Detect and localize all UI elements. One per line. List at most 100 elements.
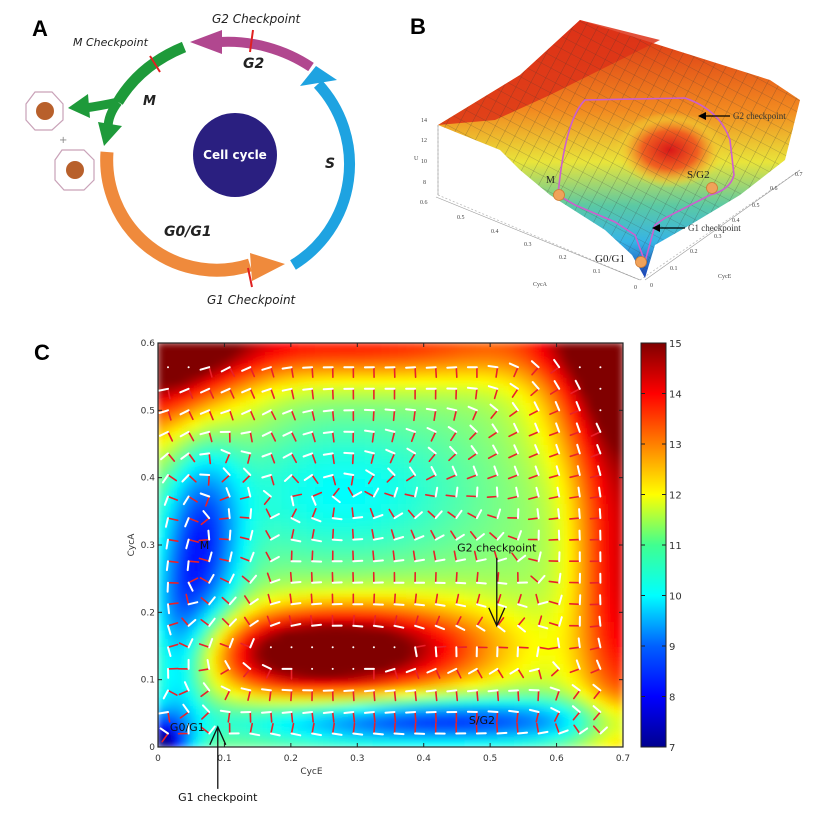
flux-arrow <box>374 560 383 561</box>
state-label: S/G2 <box>469 714 495 727</box>
flux-arrow <box>303 712 312 713</box>
flux-arrow <box>374 734 383 735</box>
cyce-tick: 0.6 <box>770 186 778 192</box>
flux-arrow <box>333 540 342 541</box>
gradient-arrow <box>498 690 499 700</box>
flux-arrow <box>406 409 415 410</box>
gradient-arrow <box>373 551 374 561</box>
y-tick-label: 0.5 <box>141 406 155 416</box>
flux-arrow <box>167 561 168 570</box>
flux-arrow <box>498 583 507 584</box>
flux-arrow <box>262 689 271 690</box>
plus-sign: + <box>59 135 67 146</box>
gradient-arrow <box>498 573 499 583</box>
g2-arrowhead <box>190 30 222 54</box>
flux-arrow <box>415 604 424 605</box>
daughter-cell-2 <box>55 150 94 190</box>
z-tick: 14 <box>421 118 427 124</box>
colorbar-tick-label: 11 <box>669 541 682 552</box>
flux-arrow <box>498 733 507 734</box>
gradient-arrow <box>517 724 518 734</box>
gradient-arrow <box>497 712 498 722</box>
gradient-arrow <box>395 594 396 604</box>
g2-checkpoint-annotation: G2 checkpoint <box>733 111 786 121</box>
flux-arrow <box>200 475 209 476</box>
y-tick-label: 0.3 <box>141 541 155 551</box>
flux-arrow <box>579 638 580 647</box>
gradient-arrow <box>220 539 230 540</box>
state-label-sg2: S/G2 <box>687 169 710 181</box>
gradient-arrow <box>374 690 375 700</box>
x-tick-label: 0.1 <box>217 754 231 764</box>
colorbar-tick-label: 7 <box>669 743 675 754</box>
gradient-arrow <box>353 530 354 540</box>
gradient-arrow <box>333 410 334 420</box>
flux-arrow <box>447 690 456 691</box>
flux-arrow <box>558 638 559 647</box>
gradient-arrow <box>415 690 416 700</box>
flux-arrow <box>353 626 362 627</box>
colorbar-tick-label: 8 <box>669 693 675 704</box>
flux-arrow <box>600 617 601 626</box>
x-tick-label: 0.6 <box>549 754 564 764</box>
g2-arc <box>220 42 311 67</box>
daughter-cell-1 <box>26 92 63 130</box>
gradient-arrow <box>209 453 210 463</box>
gradient-arrow <box>436 690 437 700</box>
gradient-arrow <box>168 561 178 562</box>
gradient-arrow <box>352 508 353 518</box>
gradient-arrow <box>189 561 199 562</box>
y-tick-label: 0 <box>149 743 155 753</box>
flux-arrow <box>518 733 527 734</box>
gradient-arrow <box>312 389 313 399</box>
x-axis-label: CycE <box>300 767 323 777</box>
center-label: Cell cycle <box>203 148 267 162</box>
flux-arrow <box>292 582 301 583</box>
cyce-tick: 0.5 <box>752 203 760 209</box>
z-axis-label: U <box>414 156 419 162</box>
cyca-tick: 0.4 <box>491 229 499 235</box>
gradient-arrow <box>353 712 354 722</box>
gradient-arrow <box>570 518 580 519</box>
g0g1-arrowhead <box>250 253 285 281</box>
gradient-arrow <box>271 712 272 722</box>
flux-arrow <box>200 453 209 454</box>
state-label: G0/G1 <box>170 721 205 734</box>
z-tick: 10 <box>421 159 427 165</box>
flux-arrow <box>427 367 436 368</box>
flux-arrow <box>283 367 292 368</box>
m-arrowhead-left <box>68 94 90 118</box>
g2-label: G2 <box>243 56 264 72</box>
gradient-arrow <box>353 690 354 700</box>
x-tick-label: 0 <box>155 754 161 764</box>
gradient-arrow <box>518 647 528 648</box>
gradient-arrow <box>220 518 230 519</box>
flux-arrow <box>386 410 395 411</box>
flux-arrow <box>427 409 436 410</box>
flux-arrow <box>344 712 353 713</box>
gradient-arrow <box>415 712 416 722</box>
y-tick-label: 0.2 <box>141 608 155 618</box>
m-arrowhead-down <box>98 122 122 146</box>
flux-arrow <box>456 488 457 497</box>
gradient-arrow <box>291 573 292 583</box>
flux-arrow <box>168 604 169 613</box>
flux-arrow <box>509 690 518 691</box>
flux-arrow <box>312 604 321 605</box>
flux-arrow <box>353 517 362 518</box>
flux-arrow <box>324 712 333 713</box>
flux-arrow <box>365 690 374 691</box>
gradient-arrow <box>415 367 416 377</box>
cyce-tick: 0.4 <box>732 218 740 224</box>
panel-a: A Cell cycle G0/G1 S G2 M G1 Checkpoint … <box>0 0 400 320</box>
cyce-axis-label: CycE <box>718 274 732 280</box>
flux-arrow <box>477 488 478 497</box>
x-tick-label: 0.3 <box>350 754 364 764</box>
cyca-axis-label: CycA <box>533 282 548 288</box>
flux-arrow <box>406 367 415 368</box>
flux-arrow <box>395 604 404 605</box>
flux-arrow <box>262 712 271 713</box>
colorbar-tick-label: 13 <box>669 440 682 451</box>
gradient-arrow <box>395 712 396 722</box>
